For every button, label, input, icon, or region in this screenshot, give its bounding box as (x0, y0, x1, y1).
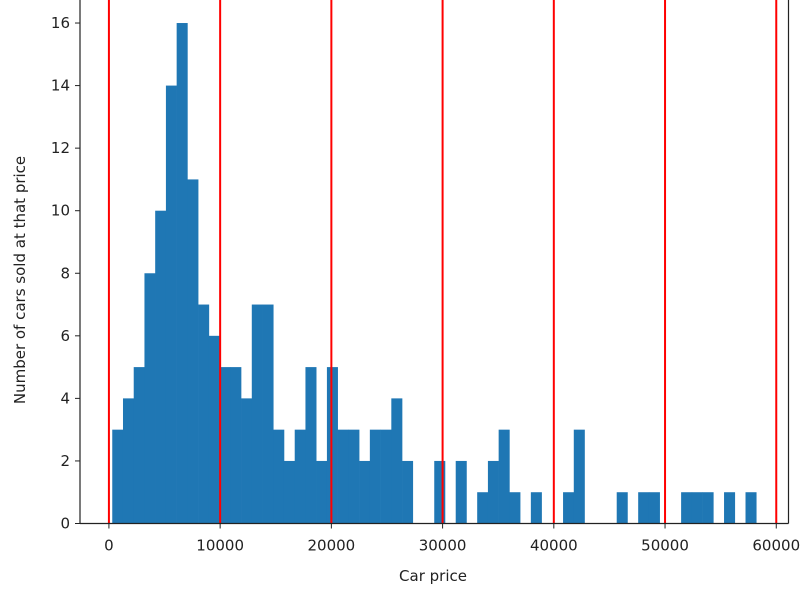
histogram-bar (498, 429, 510, 524)
histogram-bar (326, 367, 338, 524)
x-tick-label: 0 (104, 537, 114, 555)
histogram-bar (638, 492, 650, 524)
histogram-bar (487, 460, 499, 524)
histogram-bar (702, 492, 714, 524)
histogram-bar (573, 429, 585, 524)
histogram-bar (122, 398, 135, 524)
histogram-bar (648, 492, 660, 524)
histogram-bar (133, 367, 145, 524)
histogram-bar (230, 367, 242, 524)
histogram-bar (251, 304, 263, 524)
y-tick-label: 16 (51, 14, 70, 32)
y-tick-label: 8 (60, 264, 70, 282)
y-tick-label: 2 (60, 452, 70, 470)
histogram-bar (187, 179, 199, 524)
histogram-bar (724, 492, 736, 524)
x-axis-label: Car price (399, 567, 467, 585)
histogram-bar (283, 460, 296, 524)
histogram-bar (337, 429, 349, 524)
histogram-bar (198, 304, 210, 524)
histogram-bar (359, 460, 371, 524)
histogram-bar (176, 23, 188, 524)
histogram-bar (144, 273, 156, 524)
y-tick-label: 6 (60, 327, 70, 345)
x-tick-label: 10000 (196, 537, 244, 555)
histogram-bar (316, 460, 328, 524)
x-tick-label: 60000 (752, 537, 800, 555)
histogram-bar (208, 335, 220, 524)
y-tick-label: 12 (51, 139, 70, 157)
axes-group: 0 10000 20000 30000 40000 50000 60000 0 2 4 6 8 10 12… (51, 0, 800, 555)
histogram-bar (745, 492, 757, 524)
histogram-bar (262, 304, 274, 524)
histogram-bar (530, 492, 542, 524)
histogram-bar (616, 492, 628, 524)
histogram-bar (273, 429, 285, 524)
histogram-bar (402, 460, 414, 524)
y-tick-label: 0 (60, 515, 70, 533)
bars-group (112, 23, 757, 524)
x-tick-label: 20000 (308, 537, 356, 555)
histogram-bar (369, 429, 381, 524)
histogram-bar (155, 210, 167, 524)
histogram-bar (391, 398, 403, 524)
vertical-lines-group (107, 0, 778, 524)
histogram-bar (509, 492, 521, 524)
histogram-bar (380, 429, 392, 524)
histogram-bar (563, 492, 575, 524)
y-tick-label: 4 (60, 389, 70, 407)
histogram-bar (691, 492, 703, 524)
histogram-bar (241, 398, 253, 524)
histogram-bar (112, 429, 124, 524)
histogram-bar (294, 429, 306, 524)
y-axis-label: Number of cars sold at that price (11, 156, 29, 404)
histogram-bar (434, 460, 446, 524)
histogram-bar (165, 85, 177, 524)
y-tick-label: 10 (51, 202, 70, 220)
x-tick-label: 30000 (419, 537, 467, 555)
x-tick-label: 40000 (530, 537, 578, 555)
histogram-bar (305, 367, 317, 524)
histogram-bar (455, 460, 467, 524)
x-tick-label: 50000 (641, 537, 689, 555)
histogram-bar (219, 367, 231, 524)
y-tick-label: 14 (51, 77, 70, 95)
histogram-bar (348, 429, 360, 524)
histogram-bar (681, 492, 693, 524)
histogram-bar (477, 492, 489, 524)
